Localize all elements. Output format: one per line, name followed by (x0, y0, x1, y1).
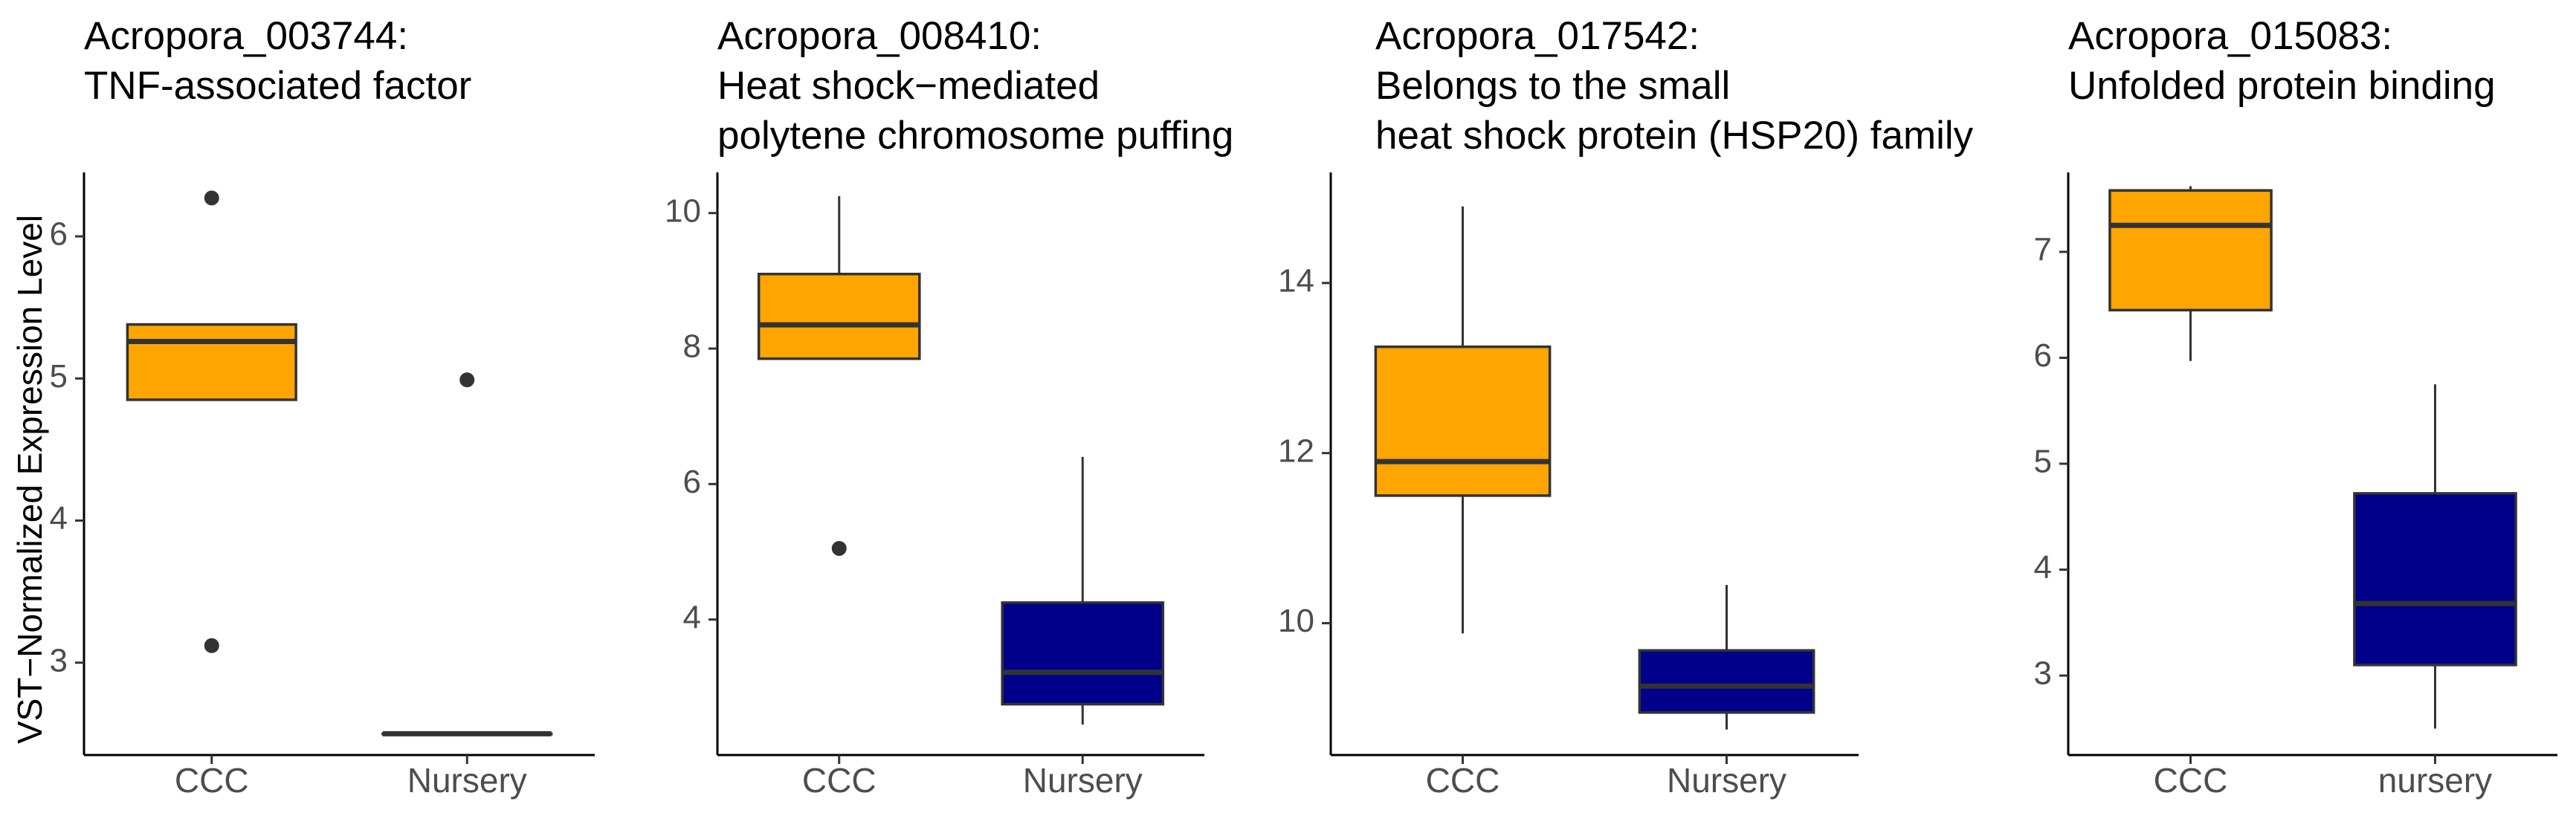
panel-title: Acropora_003744: TNF-associated factor (84, 14, 471, 108)
panel-title: Acropora_015083: Unfolded protein binding (2068, 14, 2496, 108)
y-tick-label: 6 (50, 216, 68, 253)
panel-4: Acropora_015083: Unfolded protein binding… (2034, 14, 2557, 800)
x-category-label: CCC (2154, 761, 2228, 800)
panel-1: Acropora_003744: TNF-associated factor 3 4 5… (50, 14, 595, 800)
box-body (1001, 601, 1165, 706)
box-body (126, 323, 297, 401)
y-tick-label: 8 (683, 328, 701, 365)
y-tick-label: 5 (50, 358, 68, 395)
outlier-point (204, 638, 219, 653)
y-tick-label: 6 (2034, 337, 2052, 374)
box-ccc (126, 190, 297, 653)
x-category-label: CCC (802, 761, 877, 800)
y-tick-label: 7 (2034, 232, 2052, 268)
panel-3: Acropora_017542: Belongs to the small heat… (1278, 14, 1974, 800)
x-category-label: Nursery (1667, 761, 1786, 800)
y-tick-label: 10 (665, 192, 701, 229)
box-body (757, 272, 921, 360)
y-axis-title: VST−Normalized Expression Level (10, 215, 49, 744)
box-body (2353, 492, 2517, 667)
box-body (1374, 345, 1552, 497)
y-tick-label: 4 (2034, 549, 2052, 586)
box-body (1638, 649, 1815, 714)
panel-title-line: heat shock protein (HSP20) family (1375, 114, 1974, 158)
y-tick-label: 5 (2034, 444, 2052, 480)
box-nursery (381, 372, 553, 736)
x-category-label: Nursery (407, 761, 527, 800)
y-tick-label: 12 (1278, 433, 1314, 469)
panel-title-line: Acropora_017542: (1375, 14, 1699, 58)
x-category-label: nursery (2378, 761, 2492, 800)
panel-title: Acropora_017542: Belongs to the small heat… (1375, 14, 1974, 158)
y-tick-label: 10 (1278, 603, 1314, 639)
x-category-label: CCC (1426, 761, 1500, 800)
panel-title-line: Acropora_015083: (2068, 14, 2392, 58)
panel-title-line: TNF-associated factor (84, 64, 471, 108)
y-axis-title-text: VST−Normalized Expression Level (10, 215, 49, 744)
y-tick-label: 6 (683, 464, 701, 500)
outlier-point (831, 540, 847, 556)
box-nursery (1001, 456, 1165, 725)
box-ccc (757, 195, 921, 556)
panel-title-line: Acropora_008410: (717, 14, 1042, 58)
box-ccc (1374, 206, 1552, 634)
panel-title-line: Unfolded protein binding (2068, 64, 2496, 108)
x-category-label: Nursery (1023, 761, 1143, 800)
x-category-label: CCC (175, 761, 249, 800)
box-nursery (2353, 384, 2517, 729)
y-tick-label: 4 (50, 500, 68, 537)
panel-title-line: Heat shock−mediated (717, 64, 1100, 108)
box-body (2108, 189, 2273, 312)
panel-title-line: Acropora_003744: (84, 14, 408, 58)
panel-title-line: Belongs to the small (1375, 64, 1730, 108)
y-tick-label: 3 (50, 642, 68, 678)
panel-2: Acropora_008410: Heat shock−mediated polyt… (665, 14, 1233, 800)
outlier-point (459, 372, 475, 388)
y-tick-label: 14 (1278, 262, 1314, 299)
box-ccc (2108, 186, 2273, 361)
outlier-point (204, 190, 219, 206)
panel-title-line: polytene chromosome puffing (717, 114, 1233, 158)
panels: Acropora_003744: TNF-associated factor 3 4 5… (50, 14, 2557, 800)
panel-title: Acropora_008410: Heat shock−mediated polyt… (717, 14, 1233, 158)
box-nursery (1638, 585, 1815, 730)
y-tick-label: 4 (683, 599, 701, 635)
y-tick-label: 3 (2034, 655, 2052, 692)
